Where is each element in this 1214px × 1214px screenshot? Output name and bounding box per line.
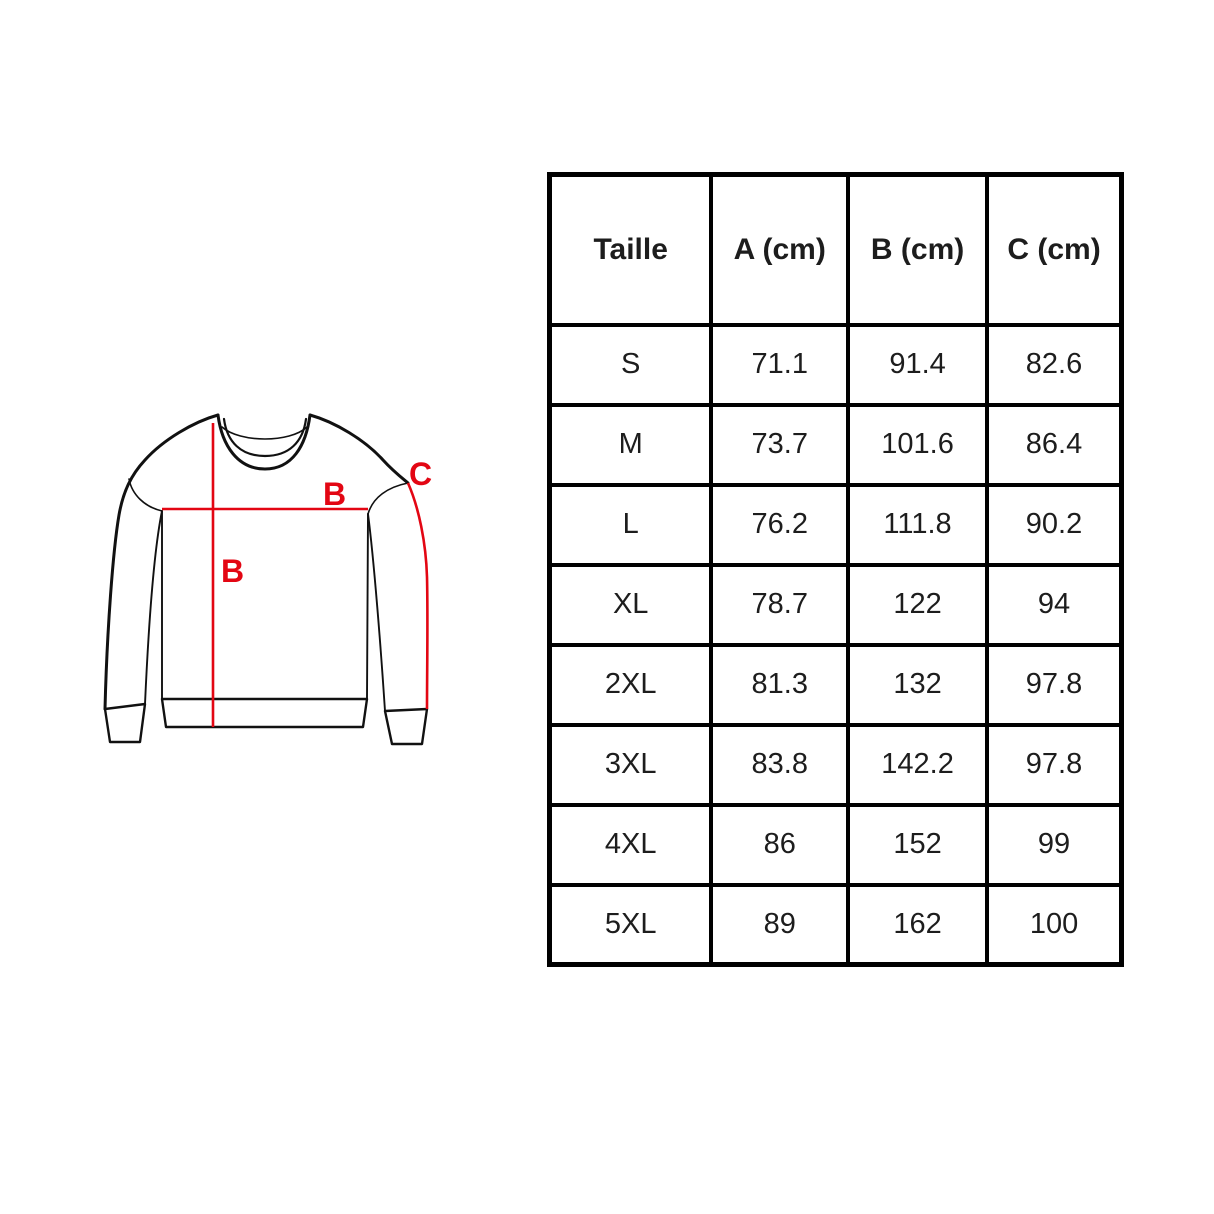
table-header-row: Taille A (cm) B (cm) C (cm) bbox=[547, 172, 1124, 327]
b-cell: 162 bbox=[846, 882, 990, 967]
a-cell: 71.1 bbox=[709, 322, 851, 407]
left-armhole-seam bbox=[128, 478, 163, 512]
size-cell: L bbox=[547, 482, 714, 567]
c-cell: 100 bbox=[985, 882, 1124, 967]
a-cell: 73.7 bbox=[709, 402, 851, 487]
b-cell: 142.2 bbox=[846, 722, 990, 807]
b-cell: 101.6 bbox=[846, 402, 990, 487]
b-cell: 152 bbox=[846, 802, 990, 887]
c-cell: 97.8 bbox=[985, 642, 1124, 727]
left-cuff bbox=[103, 702, 147, 744]
size-cell: S bbox=[547, 322, 714, 407]
right-sleeve-inner-edge bbox=[367, 513, 386, 712]
a-cell: 81.3 bbox=[709, 642, 851, 727]
measure-line-sleeve-curve bbox=[406, 482, 429, 710]
body-right-side bbox=[366, 513, 369, 700]
col-header-c: C (cm) bbox=[985, 172, 1124, 327]
b-cell: 132 bbox=[846, 642, 990, 727]
c-cell: 94 bbox=[985, 562, 1124, 647]
col-header-size: Taille bbox=[547, 172, 714, 327]
a-cell: 76.2 bbox=[709, 482, 851, 567]
a-cell: 78.7 bbox=[709, 562, 851, 647]
b-cell: 91.4 bbox=[846, 322, 990, 407]
size-cell: 5XL bbox=[547, 882, 714, 967]
c-cell: 97.8 bbox=[985, 722, 1124, 807]
col-header-a: A (cm) bbox=[709, 172, 851, 327]
c-cell: 86.4 bbox=[985, 402, 1124, 487]
c-cell: 99 bbox=[985, 802, 1124, 887]
table-row-2xl: 2XL 81.3 132 97.8 bbox=[547, 642, 1124, 727]
size-cell: XL bbox=[547, 562, 714, 647]
table-row-3xl: 3XL 83.8 142.2 97.8 bbox=[547, 722, 1124, 807]
right-shoulder-outline bbox=[308, 413, 410, 485]
left-shoulder-sleeve-outline bbox=[103, 413, 220, 711]
size-cell: 4XL bbox=[547, 802, 714, 887]
size-cell: M bbox=[547, 402, 714, 487]
a-cell: 86 bbox=[709, 802, 851, 887]
size-cell: 2XL bbox=[547, 642, 714, 727]
right-cuff bbox=[383, 707, 429, 746]
b-cell: 111.8 bbox=[846, 482, 990, 567]
left-sleeve-inner-edge bbox=[144, 510, 163, 705]
table-row-l: L 76.2 111.8 90.2 bbox=[547, 482, 1124, 567]
waistband bbox=[160, 697, 369, 729]
col-header-b: B (cm) bbox=[846, 172, 990, 327]
c-cell: 82.6 bbox=[985, 322, 1124, 407]
b-cell: 122 bbox=[846, 562, 990, 647]
collar-outer-arc bbox=[216, 413, 312, 471]
size-cell: 3XL bbox=[547, 722, 714, 807]
table-row-xl: XL 78.7 122 94 bbox=[547, 562, 1124, 647]
sweatshirt-diagram: B B C bbox=[103, 413, 432, 746]
a-cell: 83.8 bbox=[709, 722, 851, 807]
a-cell: 89 bbox=[709, 882, 851, 967]
table-row-4xl: 4XL 86 152 99 bbox=[547, 802, 1124, 887]
right-armhole-seam bbox=[367, 482, 409, 515]
collar-inner-arc bbox=[222, 417, 308, 458]
table-row-m: M 73.7 101.6 86.4 bbox=[547, 402, 1124, 487]
size-chart-table: Taille A (cm) B (cm) C (cm) S 71.1 91.4 … bbox=[547, 172, 1124, 967]
collar-backneck-seam bbox=[221, 426, 308, 440]
measure-label-length: B bbox=[221, 553, 244, 589]
c-cell: 90.2 bbox=[985, 482, 1124, 567]
measure-label-sleeve: C bbox=[409, 456, 432, 492]
measure-label-chest: B bbox=[323, 476, 346, 512]
table-row-5xl: 5XL 89 162 100 bbox=[547, 882, 1124, 967]
table-row-s: S 71.1 91.4 82.6 bbox=[547, 322, 1124, 407]
